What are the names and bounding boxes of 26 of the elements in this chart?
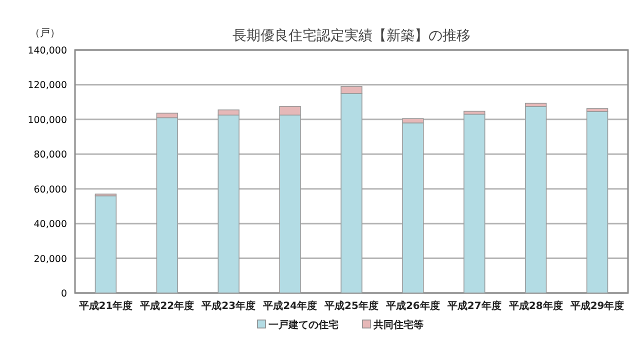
x-tick-label: 平成23年度 bbox=[200, 300, 256, 312]
legend-label: 共同住宅等 bbox=[372, 319, 424, 331]
x-tick-label: 平成24年度 bbox=[262, 300, 318, 312]
x-tick-label: 平成22年度 bbox=[139, 300, 194, 312]
y-tick-label: 20,000 bbox=[34, 254, 67, 265]
bar bbox=[524, 106, 547, 294]
x-tick-label: 平成28年度 bbox=[508, 300, 563, 312]
bar bbox=[156, 117, 178, 294]
bar bbox=[586, 111, 608, 294]
y-axis-title: （戸） bbox=[30, 28, 60, 39]
bar bbox=[94, 195, 117, 294]
x-tick-label: 平成25年度 bbox=[324, 300, 378, 312]
y-tick-label: 80,000 bbox=[34, 150, 67, 161]
y-tick-label: 120,000 bbox=[28, 80, 67, 92]
x-tick-label: 平成21年度 bbox=[78, 300, 133, 312]
x-tick-label: 平成29年度 bbox=[569, 300, 624, 312]
chart-title: 長期優良住宅認定実績【新築】の推移 bbox=[232, 28, 470, 44]
y-tick-label: 140,000 bbox=[28, 46, 67, 56]
y-tick-label: 60,000 bbox=[34, 184, 67, 196]
y-tick-label: 0 bbox=[60, 288, 67, 300]
x-tick-label: 平成26年度 bbox=[384, 300, 440, 312]
legend-label: 一戸建ての住宅 bbox=[268, 319, 338, 331]
y-tick-label: 40,000 bbox=[34, 219, 67, 230]
x-tick-label: 平成27年度 bbox=[446, 300, 502, 312]
bar bbox=[464, 114, 486, 294]
y-tick-label: 100,000 bbox=[28, 114, 67, 126]
